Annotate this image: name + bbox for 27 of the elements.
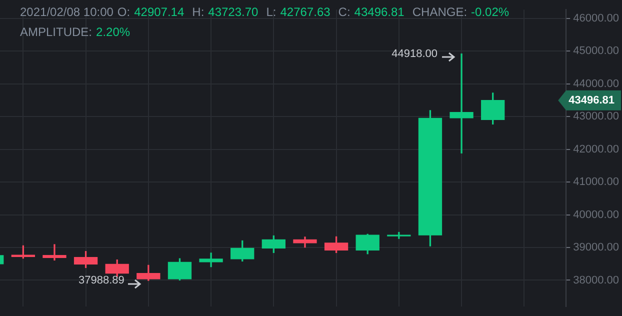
candlestick [42, 244, 66, 260]
annotation: CHANGE: [412, 4, 468, 21]
annotation: O: [117, 4, 130, 21]
text: 43496.81 [568, 94, 615, 106]
annotation: 42767.63 [280, 4, 330, 21]
y-tick-label: 44000.00 [573, 78, 620, 90]
annotation: C: [338, 4, 350, 21]
annotation: 37988.89 [78, 274, 124, 287]
annotation: AMPLITUDE: [20, 24, 92, 41]
annotation: 43723.70 [208, 4, 258, 21]
annotation: L: [266, 4, 276, 21]
annotation: H: [192, 4, 204, 21]
annotation: 42907.14 [134, 4, 184, 21]
y-tick-label: 39000.00 [573, 242, 620, 254]
annotation: 44918.00 [392, 48, 438, 60]
y-tick-label: 43000.00 [573, 110, 620, 123]
y-tick-label: 40000.00 [573, 208, 620, 221]
y-tick-label: 42000.00 [573, 143, 620, 156]
annotation: -0.02% [471, 4, 510, 21]
annotation: 2.20% [96, 24, 130, 41]
annotation: 2021/02/08 10:00 [20, 4, 114, 21]
y-tick-label: 46000.00 [573, 12, 620, 24]
annotation: 43496.81 [354, 4, 404, 21]
y-tick-label: 41000.00 [573, 176, 620, 188]
y-tick-label: 45000.00 [573, 45, 620, 58]
y-tick-label: 38000.00 [573, 274, 620, 286]
candlestick [199, 252, 223, 268]
